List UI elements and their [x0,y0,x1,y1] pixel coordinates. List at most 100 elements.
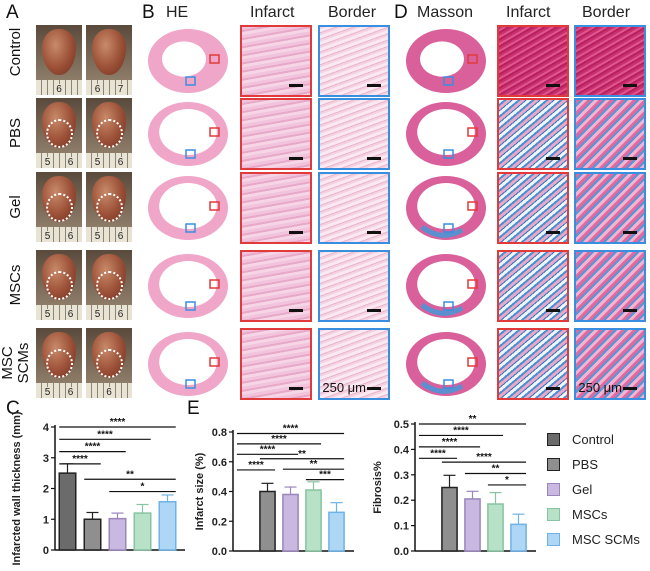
panel-label-b: B [142,2,155,23]
masson-border-image [574,25,646,97]
he-infarct-image [240,172,312,244]
panel-label-c: C [6,398,20,419]
ruler-number: 5 [43,157,52,168]
panel-label-d: D [394,2,408,23]
scale-bar [623,157,637,160]
significance-label: **** [430,448,446,459]
scale-bar [623,231,637,234]
infarct-outline [46,119,74,149]
ruler-number: 6 [105,387,113,398]
scale-bar [367,157,381,160]
legend-swatch [547,508,560,521]
scale-bar [289,309,303,312]
legend-item: PBS [547,457,598,472]
scale-bar [367,231,381,234]
legend-swatch [547,433,560,446]
masson-border-image [574,172,646,244]
he-infarct-image [240,328,312,400]
row-label: Control [7,27,24,77]
scale-bar [623,84,637,87]
masson-section [406,332,486,396]
scale-bar [546,84,560,87]
significance-label: **** [248,460,264,471]
ruler-number: 5 [93,157,102,168]
ruler: 6 [36,79,82,95]
legend-swatch [547,483,560,496]
scale-bar [289,157,303,160]
masson-section [406,29,486,93]
y-tick-label: 0.5 [394,419,409,431]
y-axis-label: Infarct size (%) [194,452,206,530]
y-tick-label: 0.0 [212,546,227,558]
scale-bar [623,387,637,390]
ruler-number: 6 [116,309,125,320]
legend-swatch [547,458,560,471]
legend-label: Control [572,432,614,447]
he-section [148,254,228,318]
legend-label: PBS [572,457,599,472]
scale-bar [289,387,303,390]
significance-label: *** [319,470,331,481]
significance-label: ** [126,469,134,480]
significance-label: **** [453,425,469,436]
scale-bar [367,387,381,390]
ruler-number: 6 [66,387,75,398]
y-tick-label: 0.4 [394,444,410,456]
header-masson-infarct: Infarct [506,4,551,21]
legend-item: MSCs [547,507,607,522]
significance-label: **** [476,452,492,463]
y-tick-label: 2 [43,484,49,496]
bar-pbs [259,490,276,552]
heart-image [42,29,76,76]
bar-pbs [83,518,102,551]
bar-pbs [441,486,458,552]
infarct-outline [96,193,124,223]
ruler-number: 6 [66,231,75,242]
he-infarct-image [240,25,312,97]
infarct-outline [96,349,124,379]
panel-label-e: E [187,398,200,419]
masson-border-image [574,98,646,170]
infarct-outline [96,119,124,149]
significance-label: **** [271,434,287,445]
y-tick-label: 0.6 [212,457,227,469]
he-section [148,332,228,396]
row-label: Gel [7,195,24,219]
he-border-image: 250 μm [318,328,390,400]
he-border-image [318,25,390,97]
he-section [148,29,228,93]
row-label: PBS [7,118,24,149]
y-tick-label: 0.3 [394,470,409,482]
scale-bar [367,84,381,87]
scale-bar [546,309,560,312]
significance-label: ** [310,459,318,470]
masson-infarct-image [497,172,569,244]
y-tick-label: 3 [43,453,49,465]
he-infarct-image [240,250,312,322]
y-tick-label: 0.4 [212,487,228,499]
ruler-number: 6 [66,157,75,168]
masson-section [406,254,486,318]
he-border-image [318,98,390,170]
significance-label: ** [298,449,306,460]
significance-label: * [505,475,509,486]
masson-infarct-image [497,25,569,97]
legend-item: Gel [547,482,592,497]
legend-label: Gel [572,482,593,497]
y-tick-label: 0.2 [394,495,409,507]
masson-border-image: 250 μm [574,328,646,400]
legend-item: MSC SCMs [547,532,640,547]
ruler-number: 6 [66,309,75,320]
ruler: 6 [86,382,132,398]
ruler-number: 5 [43,387,52,398]
y-axis-label: Infarcted wall thickness (mm) [11,411,23,565]
